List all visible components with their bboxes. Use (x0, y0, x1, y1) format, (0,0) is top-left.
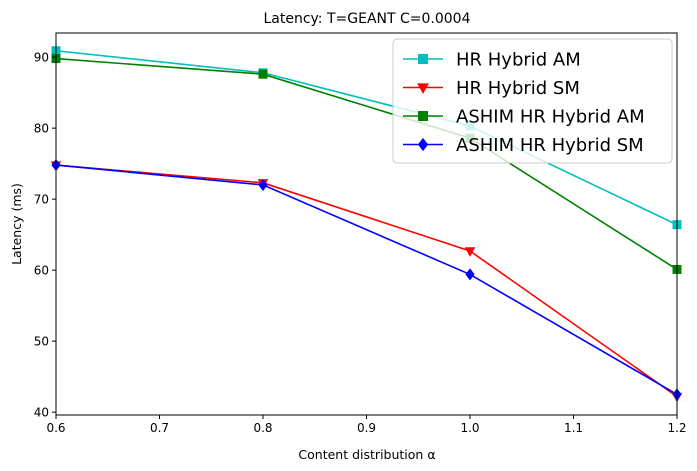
y-tick-label: 80 (34, 122, 49, 136)
x-tick-label: 0.7 (150, 421, 169, 435)
x-tick-label: 0.8 (253, 421, 272, 435)
plot-frame (55, 32, 678, 416)
y-tick-label: 60 (34, 264, 49, 278)
legend-marker (418, 111, 428, 121)
legend-label: HR Hybrid SM (456, 78, 580, 99)
x-tick-label: 1.2 (667, 421, 686, 435)
y-tick-label: 50 (34, 335, 49, 349)
x-tick-label: 1.1 (564, 421, 583, 435)
series-hr-hybrid-sm (50, 161, 683, 403)
chart-title: Latency: T=GEANT C=0.0004 (263, 11, 470, 27)
legend-item: HR Hybrid SM (403, 78, 580, 99)
legend-marker (418, 54, 428, 64)
chart-legend: HR Hybrid AM HR Hybrid SM ASHIM HR Hybrid … (392, 38, 673, 164)
legend-label: HR Hybrid AM (456, 50, 581, 71)
y-axis-label: Latency (ms) (9, 183, 24, 265)
y-axis-ticks: 40 50 60 70 80 90 (34, 51, 56, 420)
x-axis-ticks: 0.6 0.7 0.8 0.9 1.0 1.1 1.2 (46, 415, 687, 435)
data-point (258, 178, 268, 191)
legend-item: ASHIM HR Hybrid AM (403, 107, 645, 128)
series-line (55, 164, 678, 398)
series-ashim-hr-hybrid-sm (51, 159, 682, 401)
legend-label: ASHIM HR Hybrid AM (456, 107, 645, 128)
data-point (258, 69, 268, 79)
legend-label: ASHIM HR Hybrid SM (456, 135, 644, 156)
legend-item: HR Hybrid AM (403, 50, 581, 71)
x-tick-label: 1.0 (460, 421, 479, 435)
legend-marker (417, 83, 429, 94)
data-point (465, 268, 475, 281)
x-axis-label: Content distribution α (298, 447, 435, 462)
series-line (55, 57, 678, 271)
legend-box (392, 38, 673, 164)
y-tick-label: 70 (34, 193, 49, 207)
x-tick-label: 0.9 (357, 421, 376, 435)
x-tick-label: 0.6 (46, 421, 65, 435)
y-tick-label: 40 (34, 406, 49, 420)
series-line (55, 164, 678, 396)
legend-marker (417, 137, 429, 152)
data-point (464, 247, 476, 257)
series-line (55, 49, 678, 226)
y-tick-label: 90 (34, 51, 49, 65)
legend-item: ASHIM HR Hybrid SM (403, 135, 644, 156)
